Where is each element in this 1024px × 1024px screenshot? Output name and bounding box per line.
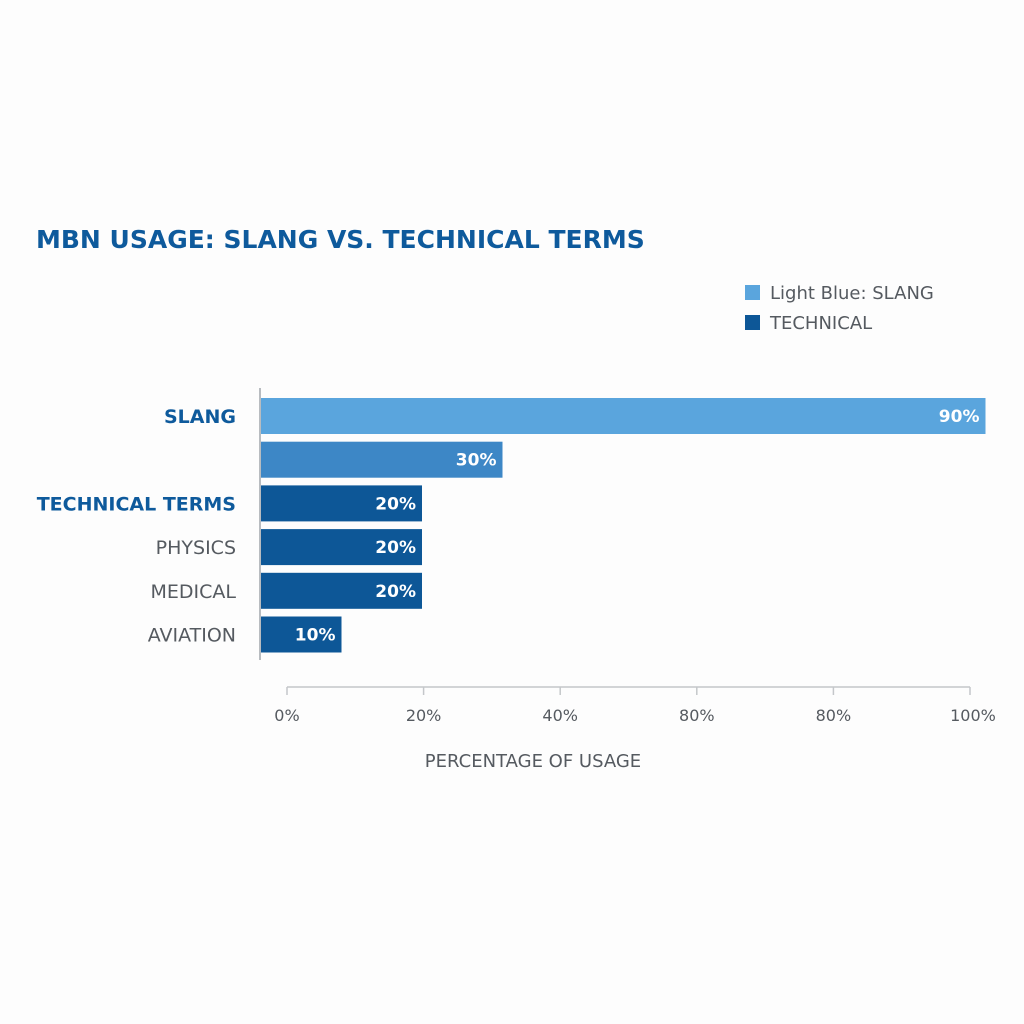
x-ticks: 0% 20% 40% 80% 80% 100% <box>274 687 996 725</box>
legend-label-1: TECHNICAL <box>769 313 872 334</box>
bar-value-label-0: 90% <box>939 407 980 427</box>
bar-4 <box>261 572 422 609</box>
x-tick-label-5: 100% <box>950 706 996 725</box>
legend: Light Blue: SLANG TECHNICAL <box>745 283 934 334</box>
category-label-3: PHYSICS <box>156 537 236 559</box>
bar-3 <box>261 529 422 566</box>
bar-value-label-1: 30% <box>456 451 497 471</box>
category-label-4: MEDICAL <box>151 581 237 603</box>
chart-title: MBN USAGE: SLANG VS. TECHNICAL TERMS <box>36 225 645 254</box>
x-tick-label-2: 40% <box>542 706 578 725</box>
x-axis-title: PERCENTAGE OF USAGE <box>425 751 641 772</box>
x-tick-label-3: 80% <box>679 706 715 725</box>
x-tick-label-0: 0% <box>274 706 299 725</box>
bar-2 <box>261 485 422 522</box>
bar-1 <box>261 441 503 478</box>
legend-label-0: Light Blue: SLANG <box>770 283 934 304</box>
legend-swatch-1 <box>745 315 760 330</box>
category-label-5: AVIATION <box>148 625 236 647</box>
bar-0 <box>261 398 986 434</box>
bar-value-label-3: 20% <box>375 538 416 558</box>
legend-swatch-0 <box>745 285 760 300</box>
category-label-0: SLANG <box>164 406 236 428</box>
x-tick-label-4: 80% <box>816 706 852 725</box>
bar-value-label-4: 20% <box>375 582 416 602</box>
bars: 90% SLANG 30% 20% TECHNICAL TERMS 20% PHYSICS 2… <box>37 398 986 653</box>
category-label-2: TECHNICAL TERMS <box>37 493 236 515</box>
x-tick-label-1: 20% <box>406 706 442 725</box>
bar-value-label-2: 20% <box>375 494 416 514</box>
bar-value-label-5: 10% <box>295 626 336 646</box>
bar-5 <box>261 616 342 653</box>
